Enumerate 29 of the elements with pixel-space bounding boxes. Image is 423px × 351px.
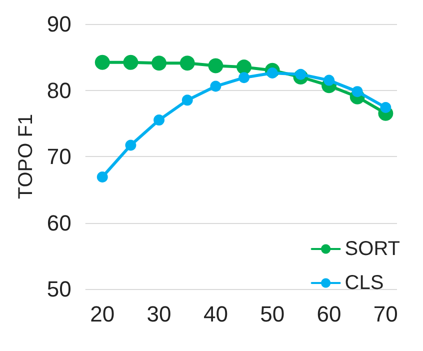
point — [324, 74, 335, 86]
point — [180, 56, 195, 71]
point — [182, 94, 193, 106]
point — [380, 102, 392, 113]
x-tick-label: 30 — [146, 302, 172, 326]
y-tick-label: 70 — [46, 144, 72, 169]
point — [125, 140, 136, 151]
y-tick-label: 90 — [46, 12, 72, 36]
point — [238, 72, 250, 84]
point — [352, 86, 363, 98]
point — [94, 54, 110, 70]
point — [210, 80, 222, 92]
y-tick-label: 50 — [46, 276, 72, 302]
x-tick-label: 40 — [203, 302, 228, 326]
x-tick-label: 20 — [90, 302, 115, 326]
legend-label: CLS — [344, 272, 384, 294]
point — [96, 172, 108, 183]
x-tick-label: 70 — [373, 302, 398, 326]
point — [152, 56, 167, 71]
x-tick-label: 60 — [316, 302, 342, 326]
point — [154, 114, 165, 126]
point — [123, 54, 138, 70]
point — [208, 58, 224, 74]
legend-label: SORT — [344, 238, 400, 260]
y-axis-title: TOPO F1 — [15, 114, 37, 200]
point — [236, 60, 252, 75]
x-tick-label: 50 — [260, 302, 285, 326]
y-tick-label: 80 — [46, 78, 72, 103]
y-tick-label: 60 — [46, 210, 72, 236]
